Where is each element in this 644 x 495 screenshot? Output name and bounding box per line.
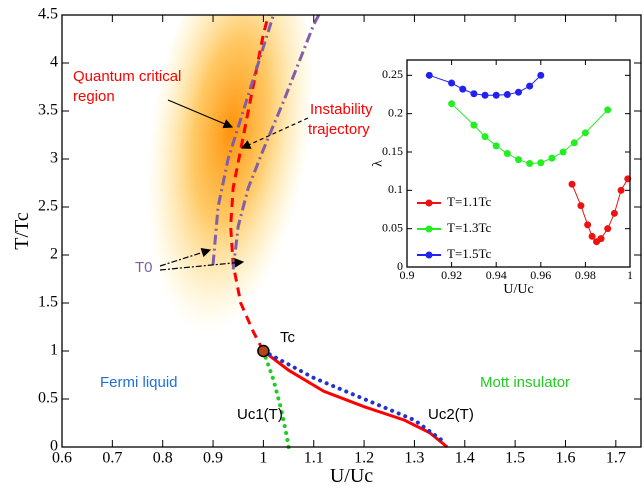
- legend-label: T=1.5Tc: [447, 246, 492, 261]
- data-point: [537, 159, 545, 167]
- y-tick-label: 2.5: [38, 198, 58, 215]
- legend-marker: [425, 225, 433, 233]
- x-tick-label: 1.7: [606, 450, 626, 467]
- annotation: trajectory: [308, 121, 370, 138]
- data-point: [526, 160, 534, 167]
- y-tick-label: 4.5: [38, 6, 58, 23]
- y-tick-label: 0.1: [388, 182, 403, 196]
- data-point: [568, 180, 576, 188]
- x-tick-label: 0.96: [530, 268, 551, 282]
- data-point: [581, 129, 589, 137]
- data-point: [515, 156, 522, 164]
- data-point: [492, 142, 500, 150]
- series-line: [429, 74, 542, 96]
- plot-frame: [61, 14, 642, 448]
- arrows: [159, 99, 309, 271]
- inset-plot: 0.9 0.92 0.94 0.96 0.98 1 0 0.05 0.1 0.15 0.2 0.25 U…: [370, 59, 633, 297]
- data-point: [610, 209, 618, 217]
- legend-label: T=1.1Tc: [447, 194, 492, 209]
- x-axis-label: U/Uc: [330, 465, 373, 487]
- data-point: [548, 154, 556, 162]
- y-tick-label: 0.25: [382, 67, 403, 81]
- data-point: [577, 202, 585, 210]
- annotation: Quantum critical: [73, 68, 181, 85]
- plot-frame: [406, 59, 631, 268]
- x-tick-label: 0.9: [203, 450, 223, 467]
- main-plot: 0.6 0.7 0.8 0.9 1 1.1 1.2 1.3 1.4 1.5 1.6 1.7 0 0.5 1 1…: [11, 6, 642, 487]
- x-tick-label: 1.4: [455, 450, 475, 467]
- data-point: [448, 100, 456, 108]
- annotation: Tc: [280, 329, 296, 346]
- data-point: [492, 91, 500, 99]
- series-line: [211, 14, 275, 265]
- data-point: [448, 79, 456, 87]
- data-point: [526, 82, 534, 90]
- x-tick-label: 0.94: [486, 268, 507, 282]
- data-point: [470, 90, 478, 98]
- critical-point: [257, 344, 270, 358]
- data-point: [570, 139, 578, 147]
- data-point: [584, 221, 592, 229]
- data-point: [470, 121, 478, 129]
- y-tick-label: 1: [50, 342, 58, 359]
- legend-label: T=1.3Tc: [447, 220, 492, 235]
- series-line: [261, 349, 447, 445]
- data-point: [481, 133, 489, 141]
- shading: [143, 15, 313, 354]
- data-point: [559, 148, 567, 156]
- y-tick-label: 0.05: [382, 220, 403, 234]
- legend-marker: [425, 199, 433, 207]
- y-axis-label: λ: [370, 160, 385, 167]
- data-point: [588, 232, 596, 240]
- y-tick-label: 4: [50, 54, 58, 71]
- x-tick-label: 1.3: [404, 450, 424, 467]
- annotation: region: [73, 88, 115, 105]
- data-point: [503, 150, 511, 158]
- annotation: Mott insulator: [480, 374, 570, 391]
- x-tick-label: 0.92: [441, 268, 462, 282]
- data-point: [604, 225, 612, 233]
- x-tick-label: 0.6: [52, 450, 72, 467]
- data-point: [515, 88, 522, 96]
- y-tick-label: 0: [50, 438, 58, 455]
- y-tick-label: 0.5: [38, 390, 58, 407]
- legend-marker: [425, 251, 433, 259]
- x-tick-label: 1.1: [304, 450, 324, 467]
- y-tick-label: 2: [50, 246, 58, 263]
- y-tick-label: 0.15: [382, 144, 403, 158]
- data-point: [459, 85, 467, 93]
- data-point: [537, 71, 545, 79]
- x-tick-label: 1.5: [505, 450, 525, 467]
- series-line: [262, 349, 449, 449]
- data-point: [503, 91, 511, 98]
- y-tick-label: 0: [397, 259, 403, 273]
- x-tick-label: 0.8: [153, 450, 173, 467]
- y-tick-label: 0.2: [388, 105, 403, 119]
- data-point: [604, 106, 612, 114]
- annotation: Fermi liquid: [100, 374, 178, 391]
- x-axis-label: U/Uc: [503, 282, 533, 297]
- x-tick-label: 1.2: [354, 450, 374, 467]
- annotation: Instability: [310, 101, 373, 118]
- data-point: [617, 186, 625, 194]
- annotation: Uc2(T): [428, 406, 474, 423]
- x-tick-label: 0.98: [575, 268, 596, 282]
- x-tick-label: 1: [259, 450, 267, 467]
- y-tick-label: 1.5: [38, 294, 58, 311]
- annotation: Uc1(T): [237, 406, 283, 423]
- x-tick-label: 1: [627, 268, 633, 282]
- x-tick-label: 1.6: [555, 450, 575, 467]
- x-tick-label: 0.7: [102, 450, 122, 467]
- series-line: [261, 349, 291, 449]
- y-axis-label: T/Tc: [11, 212, 33, 250]
- data-point: [597, 235, 605, 243]
- annotation: T0: [135, 259, 153, 276]
- y-tick-label: 3.5: [38, 102, 58, 119]
- data-point: [481, 91, 489, 99]
- data-point: [425, 71, 433, 79]
- x-tick-label: 0.9: [400, 268, 415, 282]
- series-line: [229, 14, 270, 352]
- y-tick-label: 3: [50, 150, 58, 167]
